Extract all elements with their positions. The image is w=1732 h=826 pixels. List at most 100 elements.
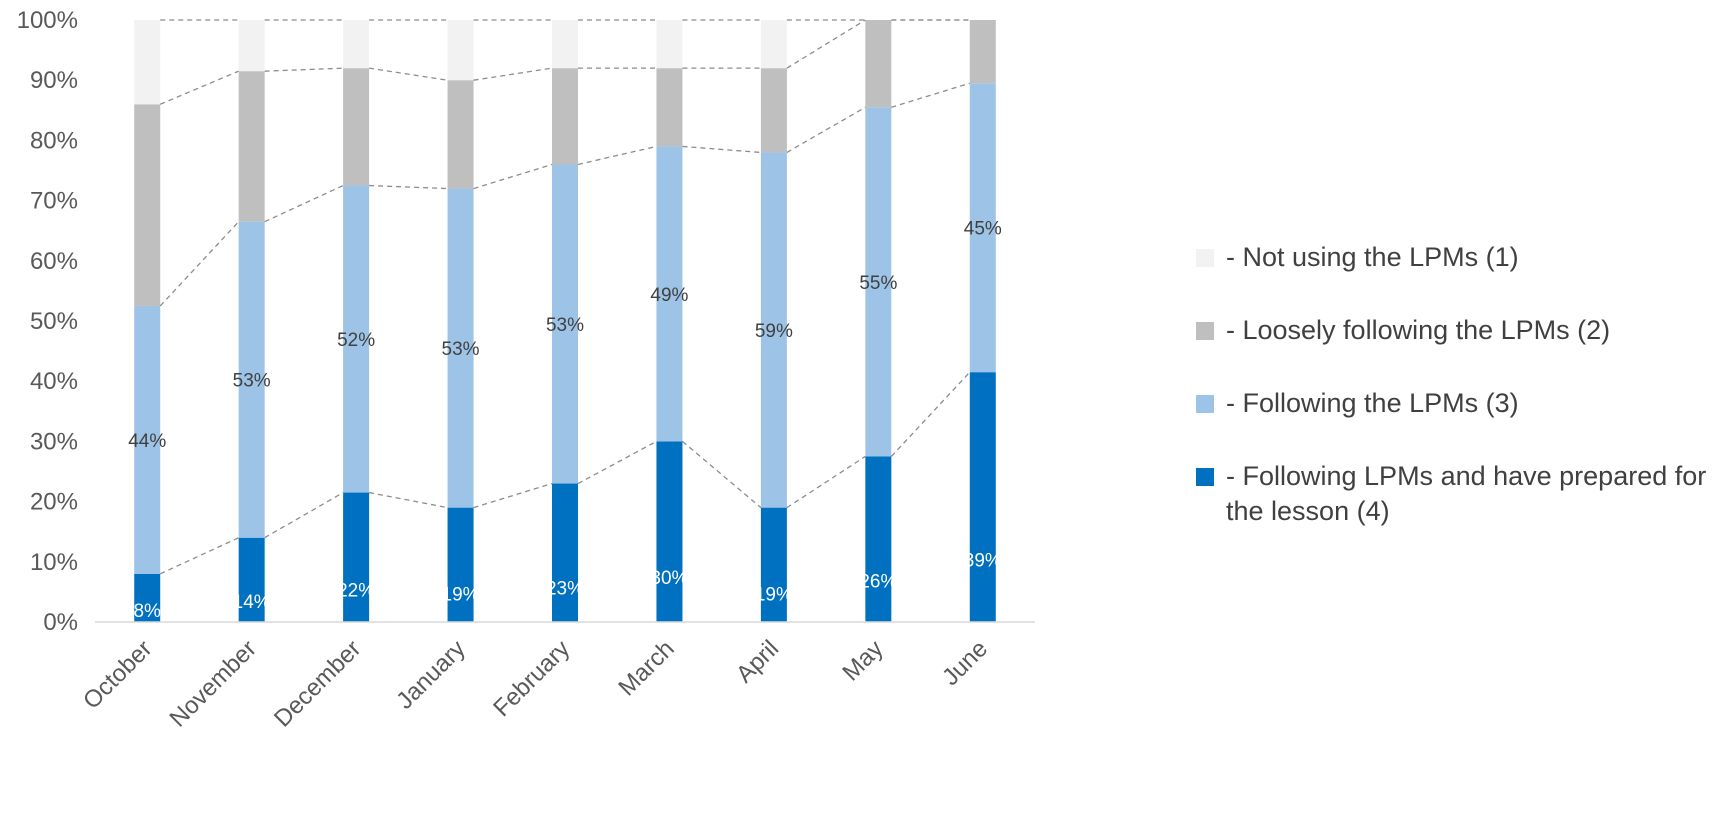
series-connector-line (264, 492, 344, 539)
data-label: 49% (650, 285, 688, 306)
bar-segment (552, 164, 578, 484)
legend-swatch-not-using (1196, 249, 1214, 267)
legend-item-not-using: - Not using the LPMs (1) (1188, 240, 1732, 275)
series-connector-line (786, 106, 866, 154)
data-label: 22% (337, 581, 375, 602)
data-label: 30% (650, 568, 688, 589)
data-label: 44% (128, 431, 166, 452)
x-tick-label: October (78, 635, 157, 714)
bar-segment (969, 20, 996, 84)
data-label: 53% (233, 371, 271, 392)
series-connector-line (159, 221, 240, 307)
series-connector-line (369, 184, 448, 190)
bar-segment (343, 492, 370, 622)
legend-item-following-prepared: - Following LPMs and have prepared for t… (1188, 459, 1732, 529)
data-label: 8% (133, 601, 161, 622)
bar-segment (447, 80, 474, 189)
stacked-bar-chart: 0% 10% 20% 30% 40% 50% 60% 70% 80% 90% 100% 8% 14% 2… (17, 7, 1035, 733)
data-label: 19% (442, 584, 480, 605)
data-label: 14% (233, 592, 271, 613)
data-label: 19% (755, 584, 793, 605)
bar-segment (760, 68, 787, 153)
y-tick-label: 90% (30, 67, 78, 94)
series-connector-line (368, 491, 448, 509)
bar-segment (656, 441, 683, 622)
bar-segment (760, 20, 787, 69)
bar-segment (656, 146, 683, 442)
bar-segment (343, 185, 370, 493)
legend-item-loosely-following: - Loosely following the LPMs (2) (1188, 313, 1732, 348)
legend: - Not using the LPMs (1) - Loosely follo… (1188, 240, 1732, 567)
series-connector-line (159, 70, 239, 105)
series-connector-line (577, 145, 657, 166)
x-tick-label: May (837, 635, 888, 686)
y-tick-label: 50% (30, 308, 78, 335)
x-tick-label: March (613, 635, 679, 701)
x-tick-label: January (391, 635, 470, 714)
series-connector-line (264, 184, 344, 223)
series-connector-line (369, 67, 448, 81)
data-label: 59% (755, 321, 793, 342)
legend-swatch-following-prepared (1196, 468, 1214, 486)
legend-swatch-loosely-following (1196, 322, 1214, 340)
series-connector-line (159, 537, 239, 575)
series-connector-line (473, 163, 553, 190)
bar-segment (134, 104, 161, 306)
bar-segment (238, 221, 265, 538)
data-label: 52% (337, 330, 375, 351)
data-labels: 8% 14% 22% 19% 23% 30% 19% 26% 39% 44% 53% 52% 53% 53… (128, 219, 1002, 622)
data-label: 53% (442, 339, 480, 360)
bar-segment (969, 372, 996, 622)
data-label: 55% (859, 273, 897, 294)
y-tick-label: 80% (30, 127, 78, 154)
x-tick-label: June (937, 635, 993, 691)
legend-label-following: - Following the LPMs (3) (1226, 388, 1519, 418)
series-connector-line (577, 440, 657, 485)
bar-segment (343, 68, 370, 186)
data-label: 39% (964, 551, 1002, 572)
bar-segment (238, 71, 265, 222)
x-tick-label: April (731, 635, 784, 688)
legend-swatch-following (1196, 395, 1214, 413)
y-tick-label: 20% (30, 489, 78, 516)
data-label: 23% (546, 578, 584, 599)
legend-item-following: - Following the LPMs (3) (1188, 386, 1732, 421)
series-connector-line (891, 82, 970, 108)
y-tick-label: 70% (30, 188, 78, 215)
bar-segment (656, 20, 683, 69)
y-axis-tick-labels: 0% 10% 20% 30% 40% 50% 60% 70% 80% 90% 100% (17, 7, 78, 636)
bar-segment (552, 483, 578, 622)
bar-segment (447, 20, 474, 81)
bar-segment (134, 20, 161, 105)
bar-segment (447, 507, 474, 622)
bar-segment (343, 20, 370, 69)
series-connector-line (682, 440, 762, 509)
bar-segment (969, 83, 996, 373)
x-axis-tick-labels: October November December January February Ma… (78, 635, 993, 732)
y-tick-label: 30% (30, 428, 78, 455)
bar-segment (134, 305, 161, 574)
bar-segment (865, 456, 892, 622)
bar-segment (656, 68, 683, 147)
y-tick-label: 0% (43, 609, 78, 636)
bar-segment (552, 68, 578, 165)
series-connector-line (786, 455, 866, 509)
bar-segment (865, 107, 892, 457)
x-tick-label: February (488, 635, 575, 722)
bar-segment (447, 188, 474, 508)
series-connector-line (890, 371, 971, 457)
bar-segment (865, 20, 892, 108)
legend-label-not-using: - Not using the LPMs (1) (1226, 242, 1519, 272)
y-tick-label: 40% (30, 368, 78, 395)
bar-segment (760, 152, 787, 508)
y-tick-label: 100% (17, 7, 78, 34)
series-connector-line (264, 67, 344, 72)
bar-segments (134, 20, 996, 622)
data-label: 26% (859, 572, 897, 593)
series-connector-lines (159, 19, 971, 575)
x-tick-label: December (269, 635, 366, 732)
bar-segment (134, 573, 161, 622)
data-label: 45% (964, 219, 1002, 240)
series-connector-line (473, 67, 553, 81)
series-connector-line (682, 145, 761, 154)
